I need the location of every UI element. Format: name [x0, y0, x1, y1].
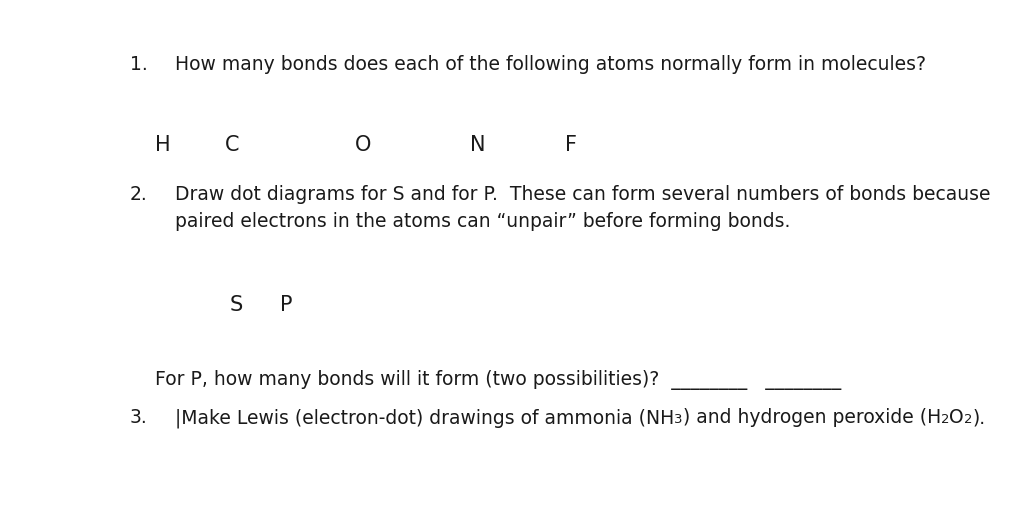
Text: N: N: [470, 135, 485, 155]
Text: ).: ).: [973, 408, 986, 427]
Text: 2: 2: [941, 413, 949, 426]
Text: |Make Lewis (electron-dot) drawings of ammonia (NH: |Make Lewis (electron-dot) drawings of a…: [175, 408, 674, 427]
Text: 2: 2: [965, 413, 973, 426]
Text: P: P: [280, 295, 293, 315]
Text: 1.: 1.: [130, 55, 147, 74]
Text: F: F: [565, 135, 577, 155]
Text: O: O: [355, 135, 372, 155]
Text: H: H: [155, 135, 171, 155]
Text: For P, how many bonds will it form (two possibilities)?  ________   ________: For P, how many bonds will it form (two …: [155, 370, 842, 390]
Text: How many bonds does each of the following atoms normally form in molecules?: How many bonds does each of the followin…: [175, 55, 926, 74]
Text: 2.: 2.: [130, 185, 147, 204]
Text: ) and hydrogen peroxide (H: ) and hydrogen peroxide (H: [683, 408, 941, 427]
Text: C: C: [225, 135, 240, 155]
Text: O: O: [949, 408, 965, 427]
Text: S: S: [230, 295, 244, 315]
Text: 3.: 3.: [130, 408, 147, 427]
Text: Draw dot diagrams for S and for P.  These can form several numbers of bonds beca: Draw dot diagrams for S and for P. These…: [175, 185, 990, 204]
Text: 3: 3: [674, 413, 683, 426]
Text: paired electrons in the atoms can “unpair” before forming bonds.: paired electrons in the atoms can “unpai…: [175, 212, 791, 231]
